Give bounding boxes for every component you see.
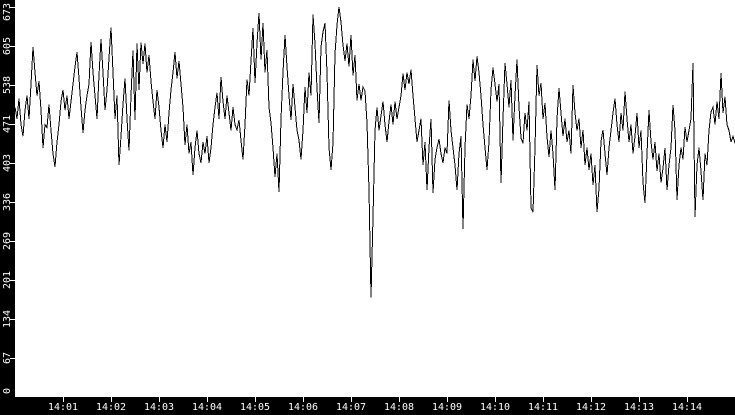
x-axis-tick bbox=[159, 397, 160, 402]
x-axis-tick-label: 14:05 bbox=[239, 402, 271, 413]
x-axis-tick-label: 14:13 bbox=[623, 402, 655, 413]
x-axis: 14:01 14:02 14:03 14:04 14:05 14:06 14:07 14:08… bbox=[0, 397, 735, 415]
y-axis-tick bbox=[10, 319, 15, 320]
y-axis-tick bbox=[10, 85, 15, 86]
x-axis-tick-label: 14:04 bbox=[191, 402, 223, 413]
y-axis-tick bbox=[10, 241, 15, 242]
x-axis-tick bbox=[63, 397, 64, 402]
x-axis-tick-label: 14:14 bbox=[671, 402, 703, 413]
y-axis-tick bbox=[10, 46, 15, 47]
time-series-line bbox=[14, 6, 735, 298]
x-axis-tick bbox=[207, 397, 208, 402]
x-axis-tick-label: 14:06 bbox=[287, 402, 319, 413]
x-axis-tick-label: 14:01 bbox=[47, 402, 79, 413]
x-axis-tick bbox=[111, 397, 112, 402]
y-axis-tick bbox=[10, 358, 15, 359]
x-axis-tick-label: 14:03 bbox=[143, 402, 175, 413]
y-axis-tick bbox=[10, 202, 15, 203]
x-axis-tick bbox=[687, 397, 688, 402]
x-axis-tick-label: 14:07 bbox=[335, 402, 367, 413]
x-axis-tick bbox=[255, 397, 256, 402]
x-axis-tick bbox=[639, 397, 640, 402]
x-axis-tick bbox=[351, 397, 352, 402]
x-axis-tick bbox=[543, 397, 544, 402]
y-axis-tick bbox=[10, 280, 15, 281]
x-axis-tick bbox=[495, 397, 496, 402]
y-axis-tick bbox=[10, 163, 15, 164]
x-axis-tick-label: 14:09 bbox=[431, 402, 463, 413]
x-axis-tick-label: 14:02 bbox=[95, 402, 127, 413]
x-axis-tick-label: 14:08 bbox=[383, 402, 415, 413]
x-axis-tick bbox=[591, 397, 592, 402]
x-axis-tick bbox=[447, 397, 448, 402]
x-axis-tick-label: 14:12 bbox=[575, 402, 607, 413]
x-axis-tick-label: 14:10 bbox=[479, 402, 511, 413]
y-axis-tick bbox=[10, 7, 15, 8]
y-axis: 0 67 134 201 269 336 403 471 538 605 673 bbox=[0, 0, 15, 415]
y-axis-tick bbox=[10, 124, 15, 125]
x-axis-tick-label: 14:11 bbox=[527, 402, 559, 413]
x-axis-tick bbox=[399, 397, 400, 402]
x-axis-tick bbox=[303, 397, 304, 402]
